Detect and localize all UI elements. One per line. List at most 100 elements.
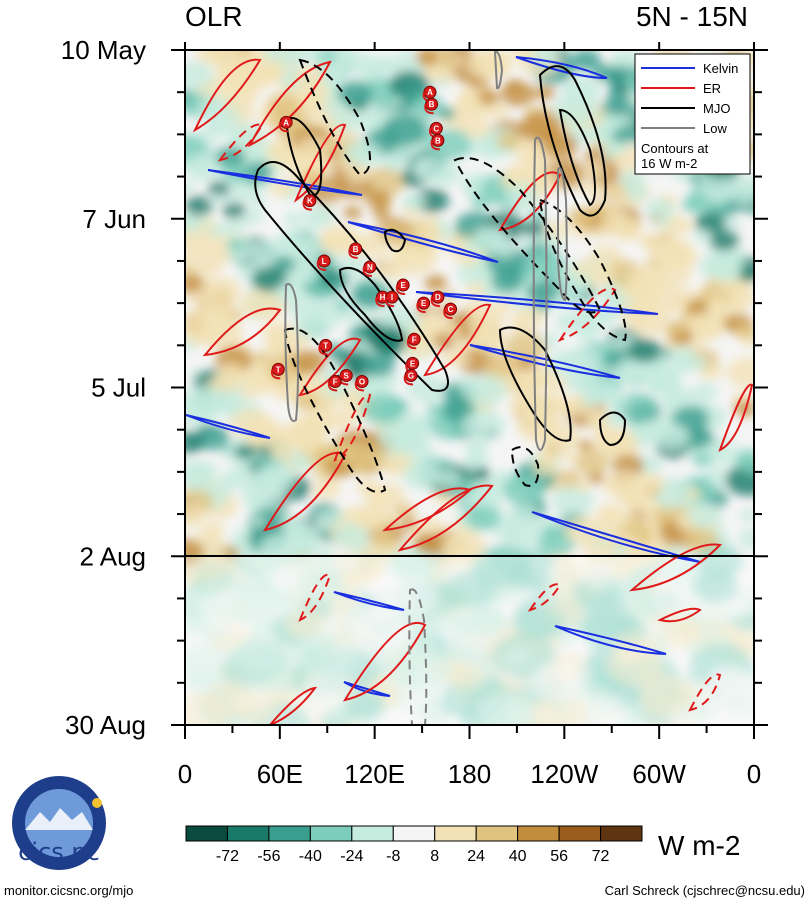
- anomaly-cell: [674, 516, 692, 528]
- anomaly-cell: [185, 181, 196, 194]
- anomaly-cell: [295, 264, 318, 280]
- storm-marker: L: [316, 254, 331, 271]
- anomaly-cell: [614, 356, 658, 388]
- storm-label: L: [322, 257, 327, 266]
- anomaly-cell: [296, 136, 331, 161]
- storm-marker: N: [362, 260, 377, 277]
- anomaly-cell: [235, 696, 276, 725]
- anomaly-cell: [185, 213, 204, 232]
- storm-tail-icon: [416, 302, 426, 314]
- anomaly-cell: [689, 355, 708, 369]
- er-contour: [688, 673, 722, 712]
- anomaly-cell: [555, 310, 587, 333]
- anomaly-cell: [377, 260, 406, 280]
- anomaly-cell: [394, 649, 451, 690]
- storm-marker: A: [278, 115, 293, 133]
- storm-marker: G: [403, 368, 418, 386]
- low-contour: [557, 167, 568, 302]
- anomaly-cell: [185, 195, 214, 216]
- anomaly-cell: [484, 101, 510, 119]
- low-contour: [493, 50, 504, 90]
- anomaly-cell: [578, 440, 593, 451]
- anomaly-cell: [344, 139, 381, 166]
- colorbar: -72 -56 -40 -24 -8 8 24 40 56 72: [185, 825, 643, 865]
- er-contour: [262, 451, 347, 532]
- anomaly-cell: [621, 593, 657, 619]
- mjo-contour: [558, 108, 596, 207]
- anomaly-cell: [293, 80, 331, 107]
- x-tick-label: 120W: [530, 759, 598, 789]
- anomaly-cell: [303, 669, 355, 707]
- storm-label: E: [400, 281, 406, 290]
- anomaly-cell: [234, 443, 256, 459]
- storm-marker: B: [430, 133, 445, 151]
- colorbar-swatch: [268, 825, 311, 842]
- legend-box: [634, 53, 751, 175]
- er-contour: [498, 171, 562, 232]
- anomaly-cell: [365, 189, 391, 208]
- anomaly-cell: [496, 132, 521, 150]
- anomaly-cell: [692, 570, 738, 603]
- kelvin-contour: [207, 169, 363, 196]
- anomaly-cell: [500, 81, 536, 107]
- storm-label: C: [433, 124, 439, 133]
- anomaly-cell: [275, 387, 294, 401]
- logo-mountain-icon: [25, 808, 93, 830]
- storm-label: B: [353, 245, 359, 254]
- anomaly-cell: [665, 321, 685, 336]
- chart-title-left: OLR: [185, 1, 243, 32]
- anomaly-cell: [645, 285, 688, 316]
- anomaly-cell: [294, 315, 325, 338]
- anomaly-cell: [426, 403, 442, 415]
- storm-tail-icon: [348, 248, 358, 259]
- anomaly-cell: [462, 458, 482, 472]
- anomaly-cell: [337, 81, 373, 107]
- colorbar-tick-label: -24: [340, 848, 363, 865]
- anomaly-cell: [571, 50, 601, 71]
- anomaly-cell: [232, 464, 254, 480]
- anomaly-cell: [699, 290, 716, 302]
- storm-label: H: [380, 293, 386, 302]
- kelvin-contour: [415, 291, 659, 315]
- legend-contour-note-2: 16 W m-2: [641, 156, 697, 171]
- y-tick-label: 10 May: [61, 35, 146, 65]
- anomaly-cell: [372, 206, 390, 220]
- anomaly-cell: [587, 471, 605, 484]
- colorbar-swatch: [226, 825, 270, 842]
- legend-label: MJO: [703, 101, 730, 116]
- storm-tail-icon: [406, 339, 417, 350]
- anomaly-cell: [204, 286, 237, 310]
- anomaly-cell: [694, 211, 726, 234]
- anomaly-cell: [284, 610, 325, 640]
- mjo-contour: [598, 411, 627, 447]
- anomaly-cell: [564, 515, 607, 546]
- anomaly-cell: [611, 543, 630, 557]
- anomaly-cell: [215, 146, 246, 168]
- anomaly-cell: [280, 227, 321, 257]
- anomaly-cell: [684, 487, 701, 500]
- anomaly-cell: [575, 450, 609, 475]
- anomaly-cell: [733, 321, 754, 338]
- storm-label: D: [435, 293, 441, 302]
- anomaly-cell: [366, 64, 384, 77]
- anomaly-cell: [437, 107, 456, 120]
- anomaly-cell: [580, 393, 600, 407]
- er-contour: [397, 484, 494, 552]
- anomaly-cell: [465, 505, 500, 531]
- anomaly-cell: [508, 503, 538, 524]
- anomaly-cell: [540, 332, 561, 347]
- anomaly-cell: [531, 661, 589, 702]
- legend-label: ER: [703, 81, 721, 96]
- footer-url: monitor.cicsnc.org/mjo: [4, 883, 133, 898]
- cicsnc-logo: cics.nc: [12, 776, 106, 870]
- anomaly-cell: [686, 299, 709, 315]
- anomaly-cell: [412, 157, 447, 182]
- storm-marker: K: [302, 194, 317, 211]
- anomaly-cell: [738, 528, 754, 549]
- x-tick-label: 180: [448, 759, 491, 789]
- anomaly-cell: [361, 394, 404, 425]
- anomaly-cell: [406, 374, 447, 403]
- er-contour: [423, 303, 492, 377]
- kelvin-contour: [185, 414, 271, 439]
- colorbar-tick-label: 72: [592, 848, 610, 865]
